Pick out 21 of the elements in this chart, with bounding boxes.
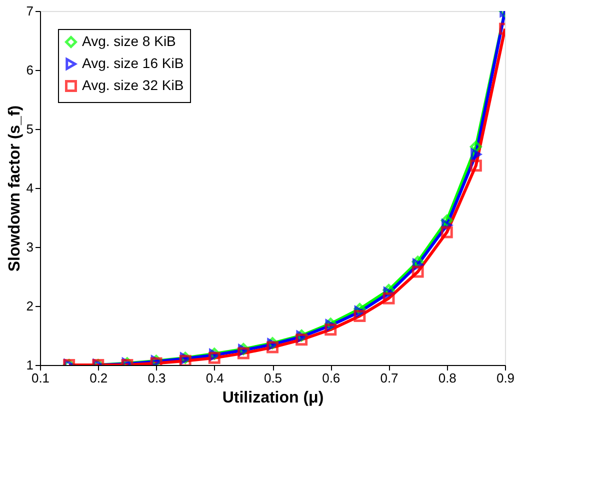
y-tick-label: 4 [26, 180, 34, 196]
legend-label: Avg. size 8 KiB [82, 33, 176, 49]
y-tick-label: 1 [26, 358, 34, 372]
x-axis-title: Utilization (μ) [222, 390, 324, 406]
x-tick-label: 0.2 [90, 370, 108, 386]
y-tick-label: 3 [26, 240, 34, 254]
legend-label: Avg. size 32 KiB [82, 77, 184, 93]
y-axis-title: Slowdown factor (s_f) [6, 105, 24, 272]
x-tick-label: 0.6 [322, 370, 340, 386]
x-tick-label: 0.5 [264, 370, 282, 386]
x-tick-label: 0.4 [206, 370, 224, 386]
x-tick-label: 0.8 [438, 370, 456, 386]
x-tick-label: 0.3 [148, 370, 166, 386]
y-tick-label: 7 [26, 4, 34, 18]
y-tick-label: 6 [26, 62, 34, 78]
legend-label: Avg. size 16 KiB [82, 55, 184, 71]
x-tick-label: 0.1 [31, 370, 50, 386]
y-tick-label: 2 [26, 298, 34, 314]
x-tick-label: 0.9 [496, 370, 515, 386]
x-tick-label: 0.7 [380, 370, 398, 386]
y-tick-label: 5 [26, 122, 34, 136]
